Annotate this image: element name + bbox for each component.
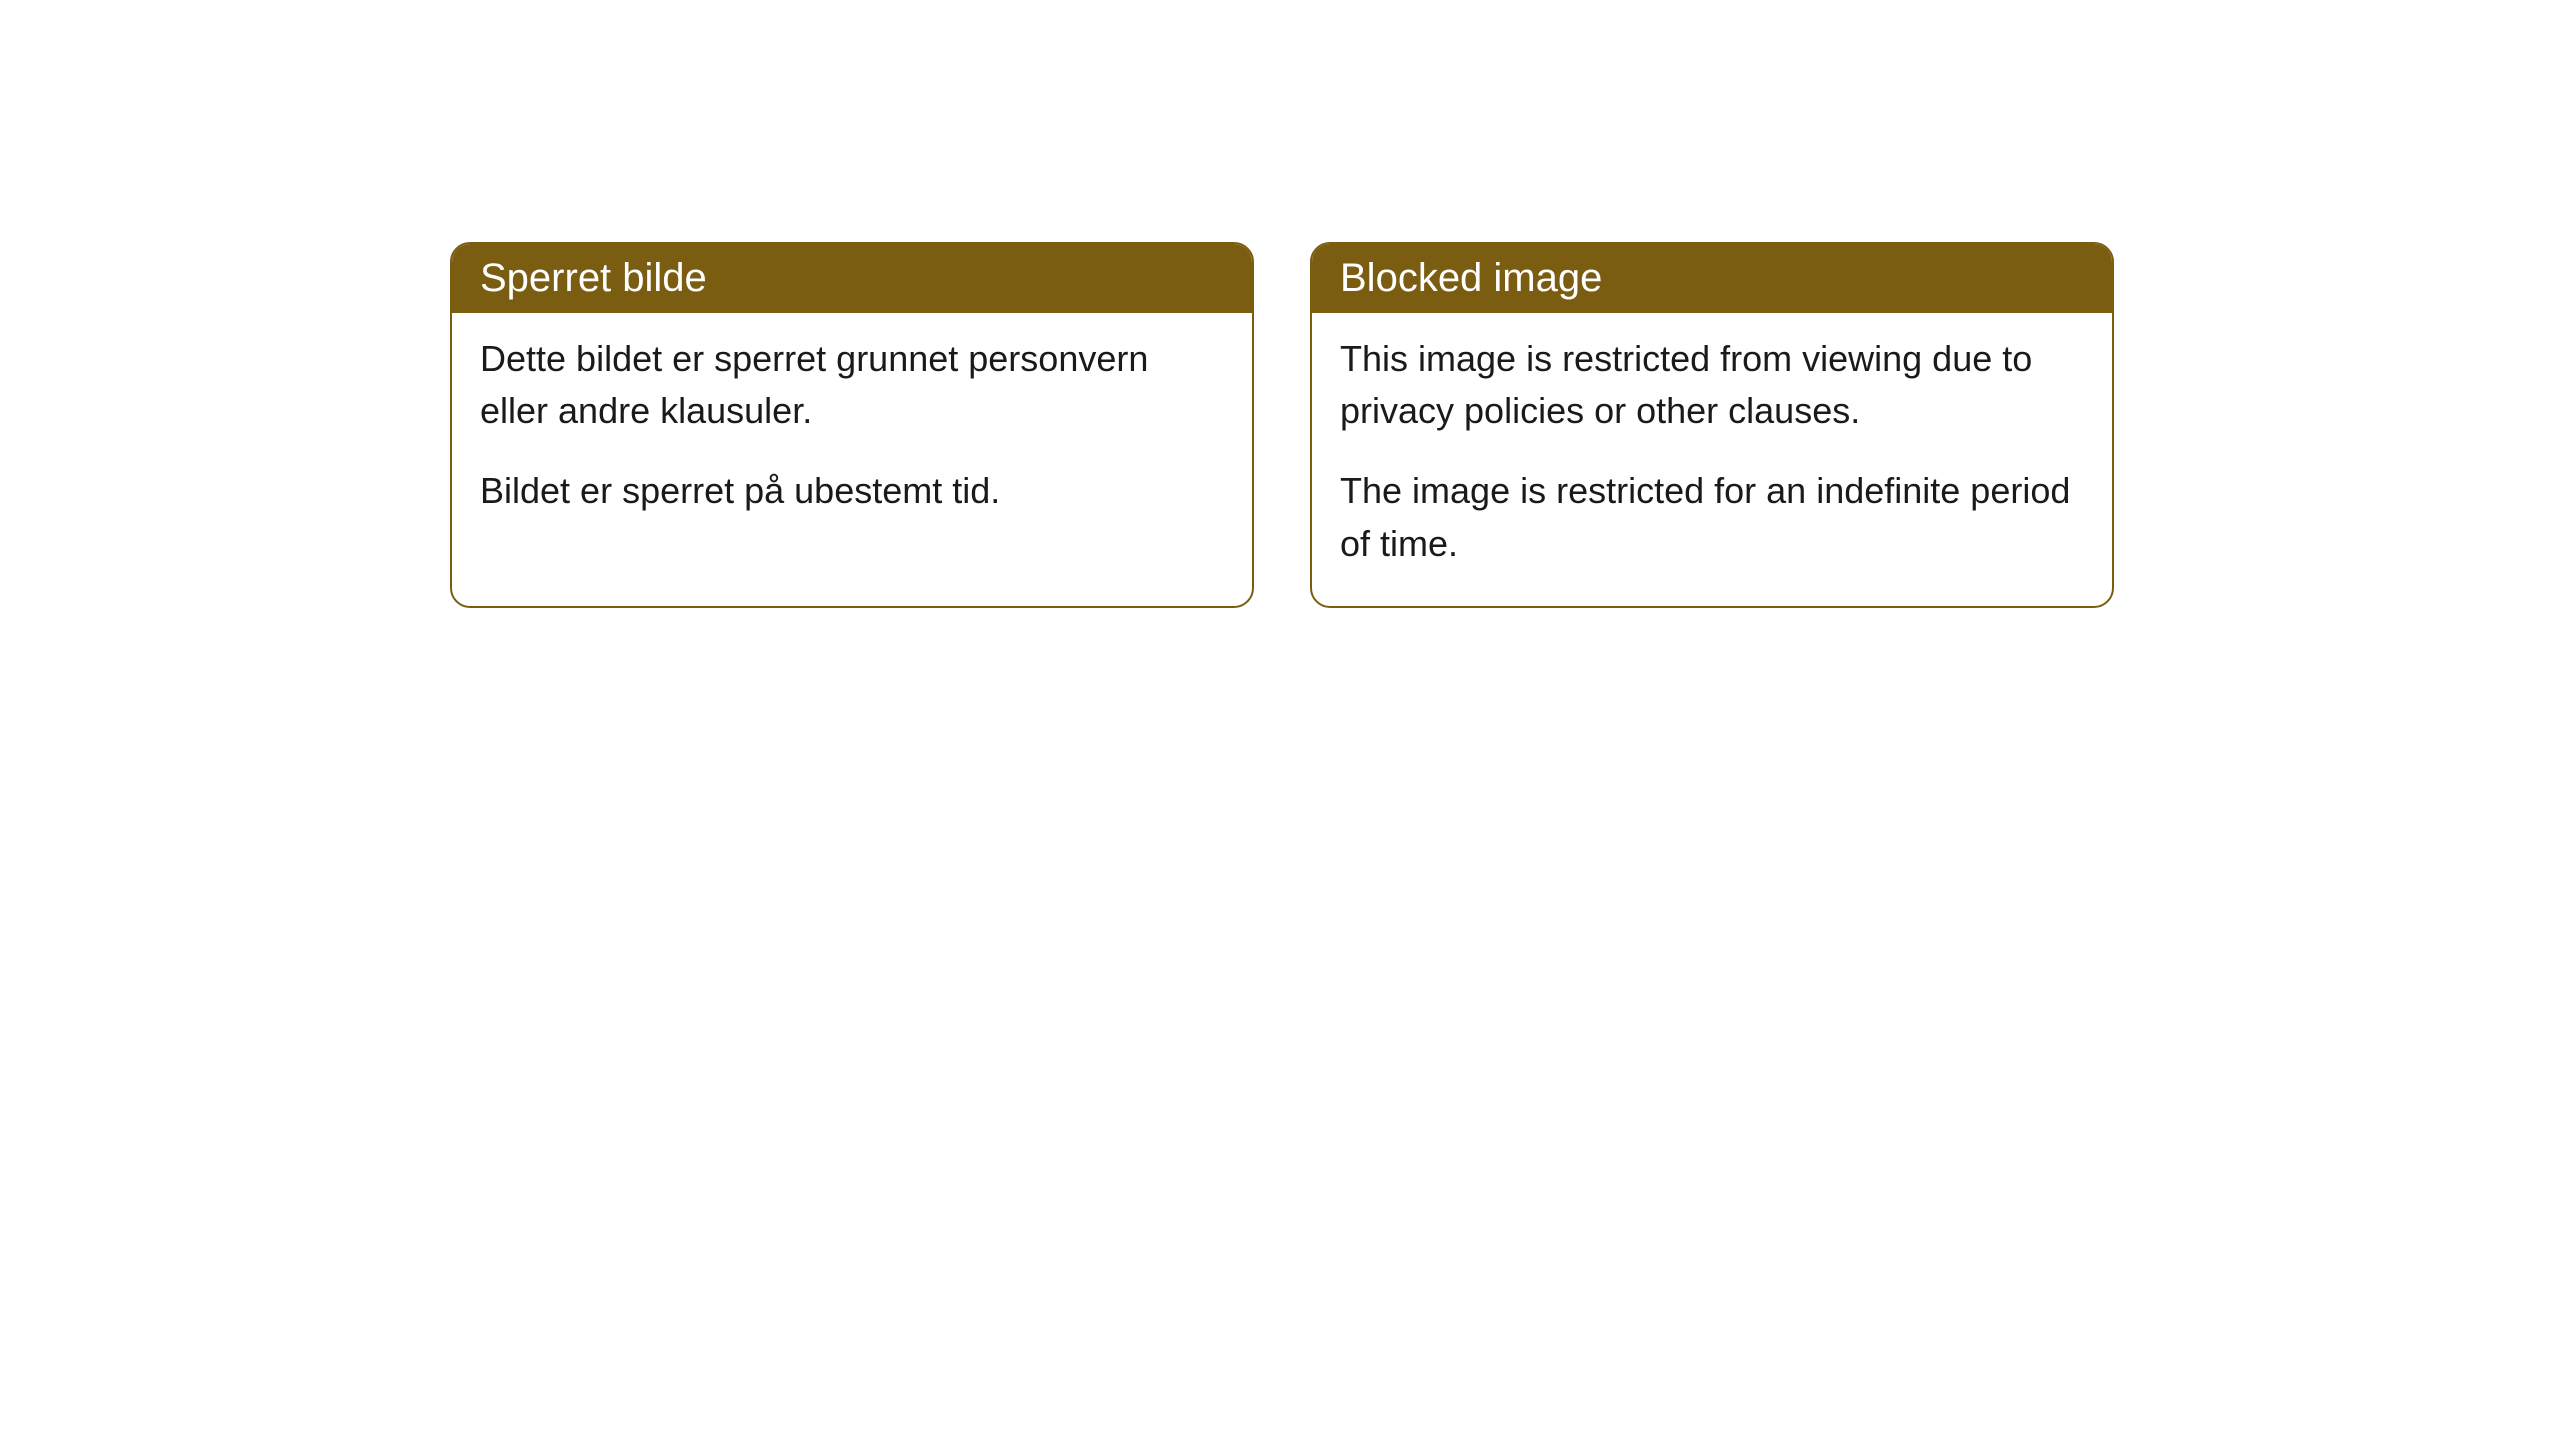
card-paragraph: This image is restricted from viewing du… bbox=[1340, 333, 2084, 437]
card-header: Blocked image bbox=[1312, 244, 2112, 313]
card-title: Sperret bilde bbox=[480, 256, 707, 300]
card-title: Blocked image bbox=[1340, 256, 1602, 300]
notice-container: Sperret bilde Dette bildet er sperret gr… bbox=[0, 0, 2560, 608]
notice-card-norwegian: Sperret bilde Dette bildet er sperret gr… bbox=[450, 242, 1254, 608]
notice-card-english: Blocked image This image is restricted f… bbox=[1310, 242, 2114, 608]
card-header: Sperret bilde bbox=[452, 244, 1252, 313]
card-paragraph: Bildet er sperret på ubestemt tid. bbox=[480, 465, 1224, 517]
card-paragraph: The image is restricted for an indefinit… bbox=[1340, 465, 2084, 569]
card-body: This image is restricted from viewing du… bbox=[1312, 313, 2112, 606]
card-paragraph: Dette bildet er sperret grunnet personve… bbox=[480, 333, 1224, 437]
card-body: Dette bildet er sperret grunnet personve… bbox=[452, 313, 1252, 554]
